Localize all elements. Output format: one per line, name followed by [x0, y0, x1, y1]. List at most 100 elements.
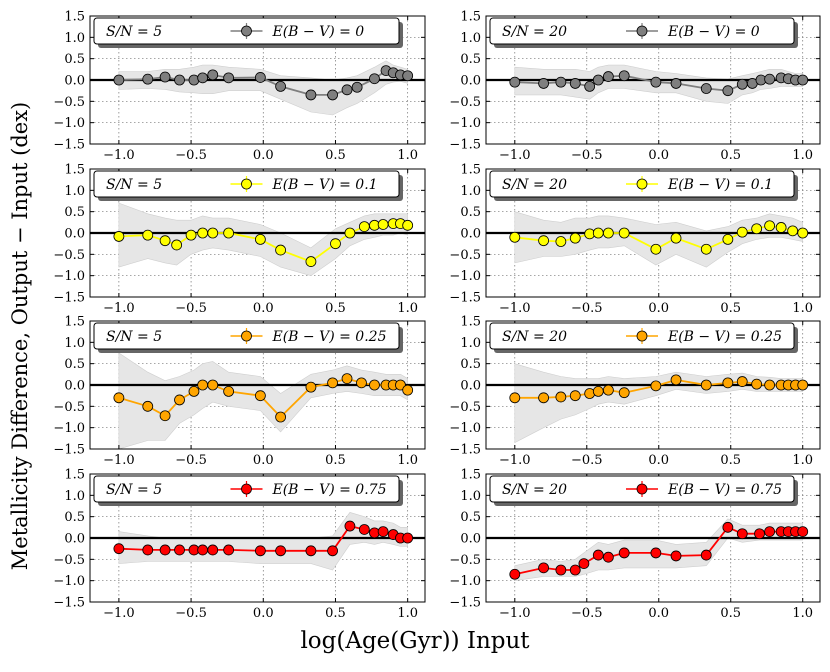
data-point	[509, 231, 521, 243]
panel-7: −1.0 −0.5 0.0 0.5 1.0 −1.5 −1.0 −0.5 0.0 0.5 1.0 1.…	[449, 468, 821, 621]
y-tick-label: 0.5	[460, 205, 481, 220]
data-point	[113, 74, 125, 86]
data-point	[569, 78, 581, 89]
data-point	[356, 377, 367, 389]
legend-marker	[636, 330, 648, 342]
panel-1: −1.0 −0.5 0.0 0.5 1.0 −1.5 −1.0 −0.5 0.0 0.5 1.0 1.…	[449, 10, 821, 163]
data-point	[159, 235, 171, 247]
y-tick-label: −1.5	[449, 596, 481, 611]
sn-label: S/N = 20	[502, 177, 567, 193]
data-point	[736, 78, 748, 90]
legend-marker	[636, 25, 648, 37]
data-point	[538, 235, 549, 247]
legend-label: E(B − V) = 0.75	[272, 482, 387, 498]
y-tick-label: 0.0	[460, 227, 481, 242]
y-tick-label: 1.0	[64, 184, 85, 199]
data-point	[223, 385, 235, 397]
x-tick-label: −1.0	[103, 301, 135, 316]
data-point	[618, 70, 630, 82]
x-tick-label: −0.5	[571, 606, 603, 621]
data-point	[555, 564, 567, 576]
data-point	[377, 219, 389, 230]
data-point	[764, 379, 776, 391]
data-point	[223, 544, 235, 556]
legend-marker	[636, 178, 648, 190]
y-tick-label: 0.0	[460, 74, 481, 89]
data-point	[722, 85, 734, 97]
error-band	[514, 211, 803, 268]
data-point	[113, 543, 125, 555]
panel-5: −1.0 −0.5 0.0 0.5 1.0 −1.5 −1.0 −0.5 0.0 0.5 1.0 1.…	[449, 315, 821, 468]
data-point	[188, 385, 200, 397]
data-point	[670, 550, 682, 562]
data-point	[197, 72, 209, 84]
legend-label: E(B − V) = 0.1	[667, 177, 773, 193]
data-point	[402, 384, 414, 396]
data-point	[736, 226, 748, 238]
data-point	[578, 558, 590, 569]
data-point	[275, 545, 287, 557]
error-band	[118, 352, 408, 450]
y-tick-label: 1.0	[64, 336, 85, 351]
data-point	[569, 390, 581, 402]
data-point	[736, 376, 748, 387]
data-point	[327, 545, 338, 557]
y-tick-label: −1.5	[449, 138, 481, 153]
data-point	[197, 379, 209, 391]
y-tick-label: 1.5	[64, 10, 85, 25]
x-tick-label: 0.5	[720, 606, 741, 621]
data-point	[174, 394, 185, 406]
panel-4: −1.0 −0.5 0.0 0.5 1.0 −1.5 −1.0 −0.5 0.0 0.5 1.0 1.…	[53, 315, 426, 468]
data-point	[174, 74, 185, 86]
x-tick-label: −1.0	[103, 606, 135, 621]
data-point	[254, 545, 266, 557]
x-tick-label: 0.5	[325, 148, 346, 163]
sn-label: S/N = 20	[502, 329, 567, 345]
y-tick-label: −1.5	[53, 443, 85, 458]
y-tick-label: 1.5	[64, 315, 85, 330]
y-tick-label: −0.5	[449, 553, 481, 568]
data-point	[538, 562, 549, 574]
data-point	[700, 83, 712, 94]
data-point	[254, 72, 266, 83]
data-point	[159, 544, 171, 556]
y-tick-label: −1.5	[53, 138, 85, 153]
y-tick-label: 0.0	[64, 379, 85, 394]
data-point	[358, 524, 370, 535]
y-tick-label: 1.5	[64, 468, 85, 483]
data-point	[700, 549, 712, 561]
data-point	[650, 380, 662, 392]
x-tick-label: 1.0	[397, 148, 418, 163]
data-point	[764, 73, 776, 85]
data-point	[142, 400, 154, 412]
legend-marker	[241, 483, 252, 495]
y-tick-label: 0.5	[460, 357, 481, 372]
x-tick-label: 1.0	[397, 606, 418, 621]
data-point	[341, 84, 353, 96]
sn-label: S/N = 5	[106, 329, 162, 345]
y-tick-label: −1.5	[449, 291, 481, 306]
data-point	[327, 89, 338, 101]
data-point	[722, 377, 734, 389]
y-tick-label: 1.0	[460, 184, 481, 199]
y-tick-label: −1.5	[53, 596, 85, 611]
y-tick-label: 1.5	[460, 10, 481, 25]
x-tick-label: 0.0	[648, 453, 669, 468]
x-tick-label: 0.5	[720, 301, 741, 316]
x-tick-label: 1.0	[397, 453, 418, 468]
y-tick-label: 1.0	[460, 336, 481, 351]
y-tick-label: 1.0	[64, 489, 85, 504]
y-tick-label: 1.5	[64, 163, 85, 178]
y-tick-label: 1.0	[460, 31, 481, 46]
data-point	[142, 544, 154, 556]
sn-label: S/N = 20	[502, 24, 567, 40]
y-tick-label: −1.5	[53, 291, 85, 306]
y-tick-label: −1.0	[449, 421, 481, 436]
data-point	[305, 256, 317, 267]
y-tick-label: −1.0	[449, 116, 481, 131]
y-tick-label: 1.0	[64, 31, 85, 46]
data-point	[602, 384, 614, 396]
x-tick-label: −0.5	[175, 148, 207, 163]
x-tick-label: −0.5	[175, 453, 207, 468]
